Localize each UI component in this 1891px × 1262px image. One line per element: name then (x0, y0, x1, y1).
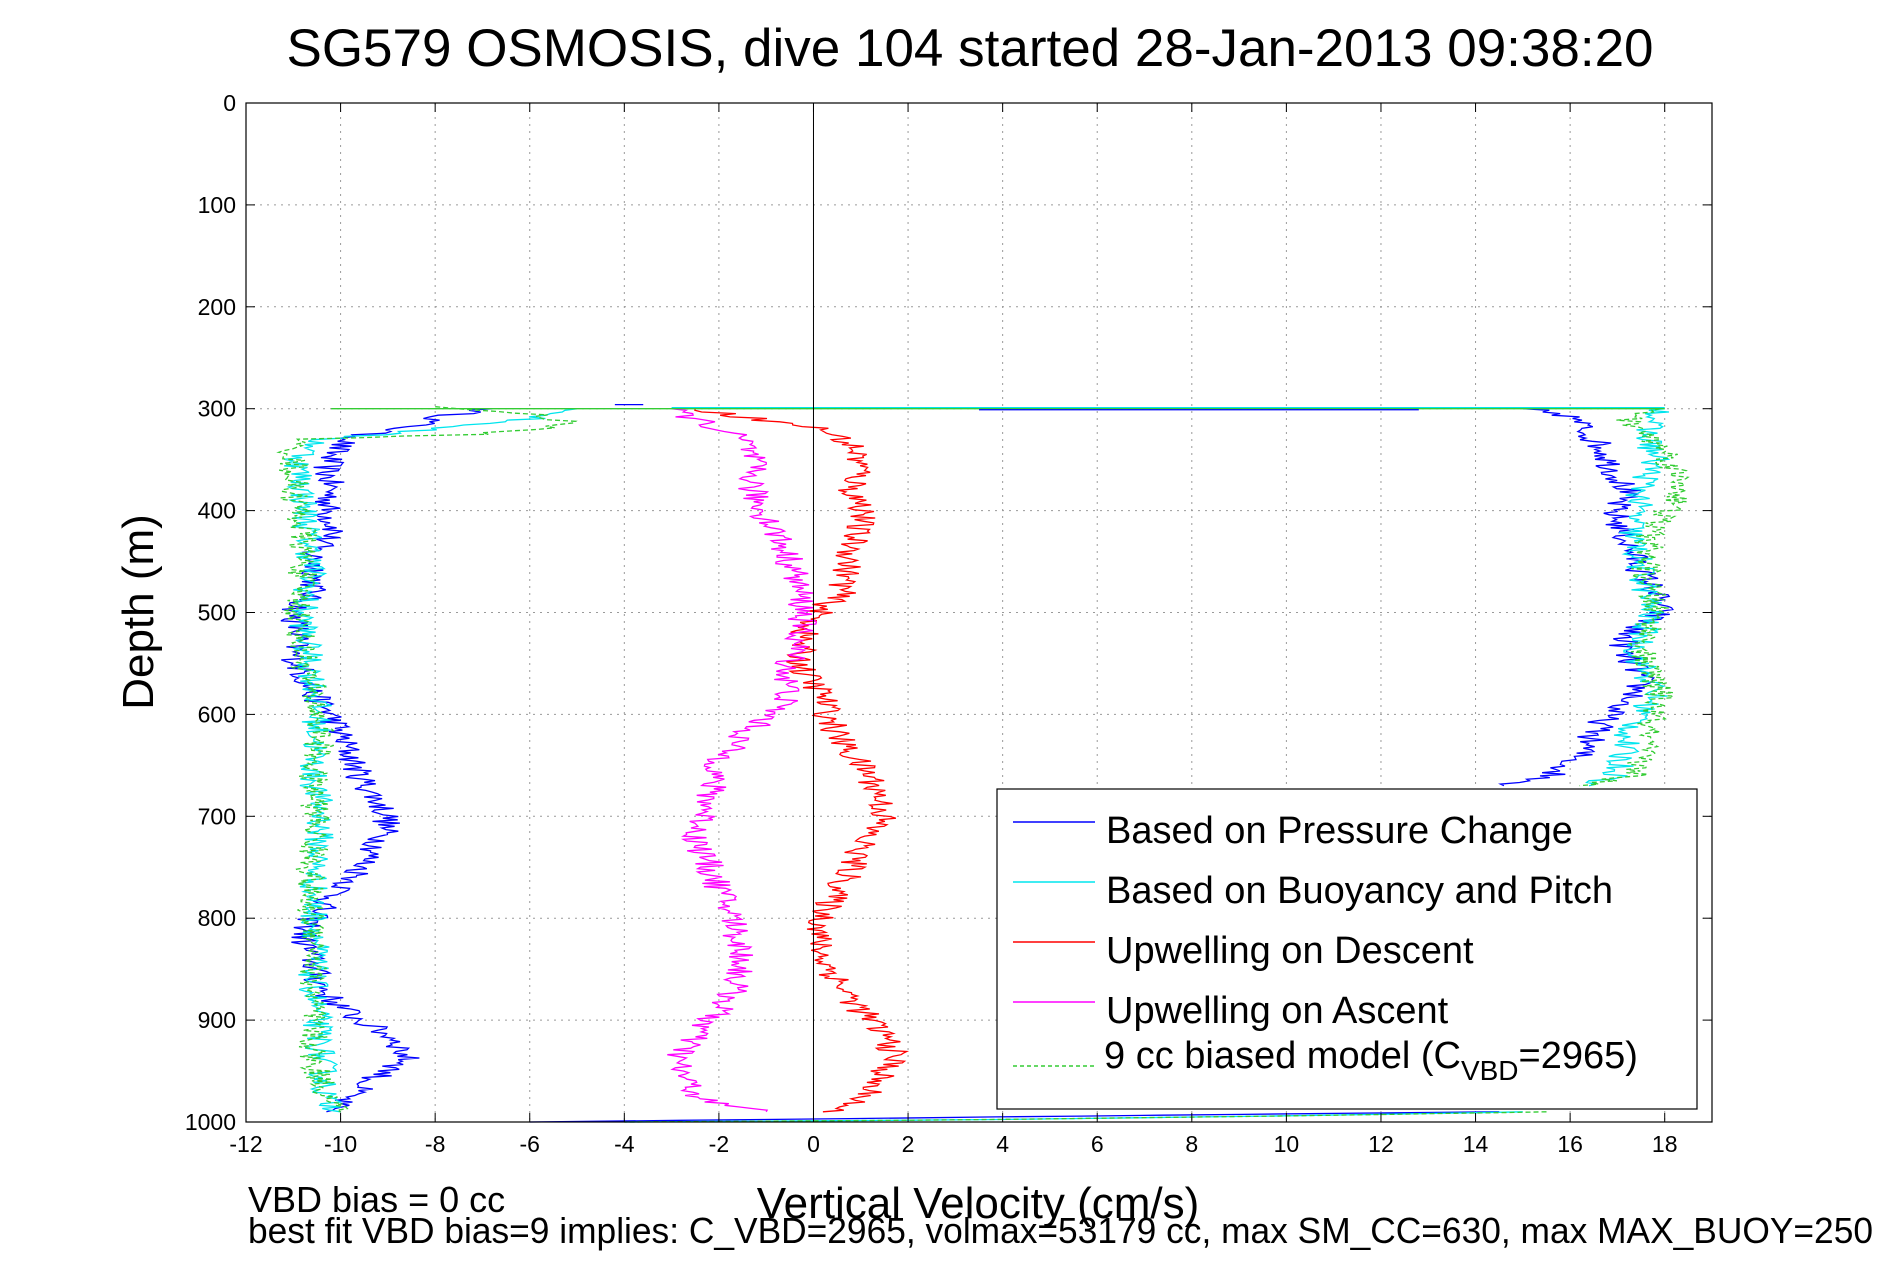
x-tick-label: -2 (709, 1131, 729, 1157)
series-model-segment-2 (624, 1111, 1547, 1123)
series-pressure-segment-2 (529, 1111, 1500, 1123)
chart-title: SG579 OSMOSIS, dive 104 started 28-Jan-2… (286, 19, 1653, 78)
legend-label-model: 9 cc biased model (CVBD=2965) (1104, 1035, 1638, 1086)
y-tick-label: 1000 (185, 1109, 236, 1135)
footer-line-2: best fit VBD bias=9 implies: C_VBD=2965,… (248, 1210, 1873, 1251)
x-tick-label: 16 (1557, 1131, 1583, 1157)
x-tick-label: 18 (1652, 1131, 1678, 1157)
legend-label-pressure: Based on Pressure Change (1106, 810, 1573, 852)
x-tick-label: 12 (1368, 1131, 1394, 1157)
x-tick-label: 8 (1185, 1131, 1198, 1157)
series-lines (276, 403, 1690, 1123)
series-pressure-segment-0 (280, 408, 492, 1113)
legend-label-descent: Upwelling on Descent (1106, 930, 1474, 972)
x-tick-label: 2 (902, 1131, 915, 1157)
series-model-segment-0 (276, 406, 578, 1113)
x-tick-label: -4 (614, 1131, 635, 1157)
series-model-segment-1 (1579, 408, 1690, 787)
x-tick-label: 14 (1463, 1131, 1489, 1157)
y-tick-label: 700 (198, 803, 236, 829)
x-axis-label: Vertical Velocity (cm/s) (757, 1179, 1200, 1228)
y-tick-label: 800 (198, 905, 236, 931)
legend-model-prefix: 9 cc biased model (C (1104, 1035, 1461, 1077)
x-tick-label: 10 (1274, 1131, 1300, 1157)
series-descent-segment-0 (694, 408, 910, 1113)
x-tick-label: 6 (1091, 1131, 1104, 1157)
x-tick-label: -10 (324, 1131, 357, 1157)
footer-line-1: VBD bias = 0 cc (248, 1179, 505, 1220)
series-pressure-segment-1 (1498, 408, 1674, 787)
x-tick-label: 0 (807, 1131, 820, 1157)
y-ticks: 0 100 200 300 400 500 600 700 800 900 1000 (185, 90, 1712, 1135)
y-tick-label: 0 (223, 90, 236, 116)
x-ticks: -12 -10 -8 -6 -4 -2 0 2 4 6 8 10 12 14 16 18 (229, 103, 1678, 1157)
legend: Based on Pressure Change Based on Buoyan… (996, 788, 1698, 1110)
grid (246, 103, 1712, 1122)
legend-label-ascent: Upwelling on Ascent (1106, 990, 1449, 1032)
series-buoyancy-segment-1 (1584, 408, 1671, 787)
legend-model-sub: VBD (1461, 1055, 1519, 1086)
series-ascent-segment-0 (667, 408, 818, 1113)
y-tick-label: 300 (198, 396, 236, 422)
y-tick-label: 100 (198, 192, 236, 218)
y-tick-label: 500 (198, 600, 236, 626)
legend-label-buoyancy: Based on Buoyancy and Pitch (1106, 870, 1613, 912)
legend-box (996, 788, 1698, 1110)
y-tick-label: 600 (198, 701, 236, 727)
x-tick-label: -12 (229, 1131, 262, 1157)
y-axis-label: Depth (m) (114, 514, 163, 710)
x-tick-label: 4 (996, 1131, 1009, 1157)
y-tick-label: 400 (198, 498, 236, 524)
x-tick-label: -8 (425, 1131, 445, 1157)
x-tick-label: -6 (520, 1131, 540, 1157)
legend-model-suffix: =2965) (1519, 1035, 1638, 1077)
y-tick-label: 200 (198, 294, 236, 320)
y-tick-label: 900 (198, 1007, 236, 1033)
